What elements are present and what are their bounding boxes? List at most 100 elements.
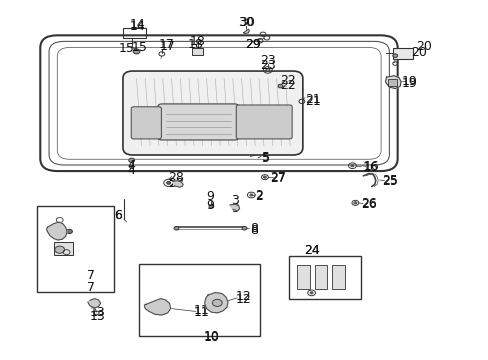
Bar bbox=[331, 265, 344, 289]
Text: 18: 18 bbox=[189, 35, 205, 48]
Text: 4: 4 bbox=[127, 159, 135, 172]
Text: 27: 27 bbox=[270, 171, 286, 184]
Text: 5: 5 bbox=[262, 152, 270, 165]
Text: 3: 3 bbox=[230, 202, 238, 215]
Text: 12: 12 bbox=[235, 293, 251, 306]
FancyBboxPatch shape bbox=[236, 105, 291, 139]
Bar bbox=[37, 206, 114, 292]
Circle shape bbox=[166, 181, 170, 184]
Text: 19: 19 bbox=[401, 77, 417, 90]
Text: 15: 15 bbox=[119, 42, 135, 55]
Text: 8: 8 bbox=[250, 224, 258, 237]
Text: 17: 17 bbox=[159, 38, 174, 51]
FancyBboxPatch shape bbox=[122, 71, 302, 155]
Text: 11: 11 bbox=[193, 304, 209, 317]
Text: 29: 29 bbox=[245, 38, 261, 51]
Circle shape bbox=[133, 49, 140, 54]
Polygon shape bbox=[144, 298, 170, 315]
Polygon shape bbox=[204, 293, 227, 313]
Text: 26: 26 bbox=[360, 198, 376, 211]
Text: 1: 1 bbox=[158, 129, 165, 142]
Text: 25: 25 bbox=[382, 175, 398, 188]
Text: 30: 30 bbox=[239, 16, 254, 29]
FancyBboxPatch shape bbox=[131, 107, 161, 139]
Text: 14: 14 bbox=[129, 18, 145, 31]
Text: 5: 5 bbox=[262, 151, 270, 164]
Text: 19: 19 bbox=[401, 75, 417, 88]
Text: 28: 28 bbox=[168, 171, 184, 184]
Text: 10: 10 bbox=[203, 332, 219, 345]
Bar bbox=[392, 48, 412, 59]
Circle shape bbox=[278, 84, 283, 88]
Text: 1: 1 bbox=[159, 126, 167, 139]
Polygon shape bbox=[229, 204, 239, 211]
Text: 13: 13 bbox=[90, 306, 105, 319]
Circle shape bbox=[309, 292, 312, 294]
Circle shape bbox=[242, 226, 246, 230]
Polygon shape bbox=[243, 29, 249, 33]
Text: 22: 22 bbox=[280, 79, 296, 92]
Circle shape bbox=[265, 68, 269, 71]
Text: 23: 23 bbox=[260, 54, 275, 67]
Text: 28: 28 bbox=[168, 177, 184, 190]
Circle shape bbox=[66, 229, 72, 234]
Text: 24: 24 bbox=[303, 244, 319, 257]
Bar bbox=[387, 79, 396, 86]
Text: 17: 17 bbox=[160, 40, 175, 53]
Text: 24: 24 bbox=[303, 244, 319, 257]
Text: 2: 2 bbox=[255, 189, 263, 202]
Bar bbox=[288, 256, 361, 299]
Text: 9: 9 bbox=[206, 198, 214, 212]
Circle shape bbox=[55, 246, 64, 253]
Circle shape bbox=[128, 158, 134, 162]
Circle shape bbox=[350, 165, 353, 167]
Bar bbox=[192, 48, 203, 55]
Polygon shape bbox=[385, 76, 400, 89]
Polygon shape bbox=[88, 298, 101, 308]
Bar bbox=[122, 28, 146, 38]
Text: 10: 10 bbox=[203, 330, 219, 343]
Polygon shape bbox=[46, 222, 67, 240]
Text: 3: 3 bbox=[230, 194, 238, 207]
Text: 15: 15 bbox=[131, 41, 147, 54]
Polygon shape bbox=[172, 181, 183, 187]
Text: 7: 7 bbox=[87, 269, 95, 282]
Text: 22: 22 bbox=[280, 74, 296, 87]
Bar bbox=[314, 265, 326, 289]
Text: 20: 20 bbox=[416, 40, 431, 53]
Bar bbox=[54, 242, 73, 255]
Circle shape bbox=[212, 299, 222, 306]
Text: 6: 6 bbox=[114, 209, 122, 222]
Circle shape bbox=[263, 176, 266, 178]
Text: 7: 7 bbox=[87, 281, 95, 294]
Text: 23: 23 bbox=[260, 59, 275, 72]
Text: 6: 6 bbox=[114, 209, 122, 222]
Bar bbox=[138, 264, 260, 336]
Text: 11: 11 bbox=[193, 306, 209, 319]
Text: 20: 20 bbox=[411, 46, 427, 59]
Text: 14: 14 bbox=[129, 20, 145, 33]
Text: 9: 9 bbox=[206, 190, 214, 203]
Text: 30: 30 bbox=[238, 15, 254, 28]
Text: 18: 18 bbox=[187, 38, 203, 51]
Text: 16: 16 bbox=[362, 161, 378, 174]
FancyBboxPatch shape bbox=[158, 104, 238, 140]
Text: 25: 25 bbox=[382, 174, 398, 187]
Circle shape bbox=[353, 202, 356, 204]
Text: 12: 12 bbox=[235, 289, 251, 303]
Text: 26: 26 bbox=[360, 197, 376, 210]
Text: 21: 21 bbox=[304, 95, 320, 108]
Text: 2: 2 bbox=[255, 190, 263, 203]
Circle shape bbox=[392, 54, 397, 58]
Text: 4: 4 bbox=[127, 164, 135, 177]
Text: 16: 16 bbox=[363, 160, 379, 173]
Bar bbox=[296, 265, 309, 289]
Text: 8: 8 bbox=[250, 222, 258, 235]
Circle shape bbox=[249, 194, 252, 196]
Text: 13: 13 bbox=[90, 310, 105, 323]
Circle shape bbox=[208, 204, 213, 208]
Text: 21: 21 bbox=[304, 93, 320, 106]
Text: 29: 29 bbox=[245, 39, 261, 51]
Circle shape bbox=[174, 226, 179, 230]
Text: 27: 27 bbox=[270, 172, 286, 185]
